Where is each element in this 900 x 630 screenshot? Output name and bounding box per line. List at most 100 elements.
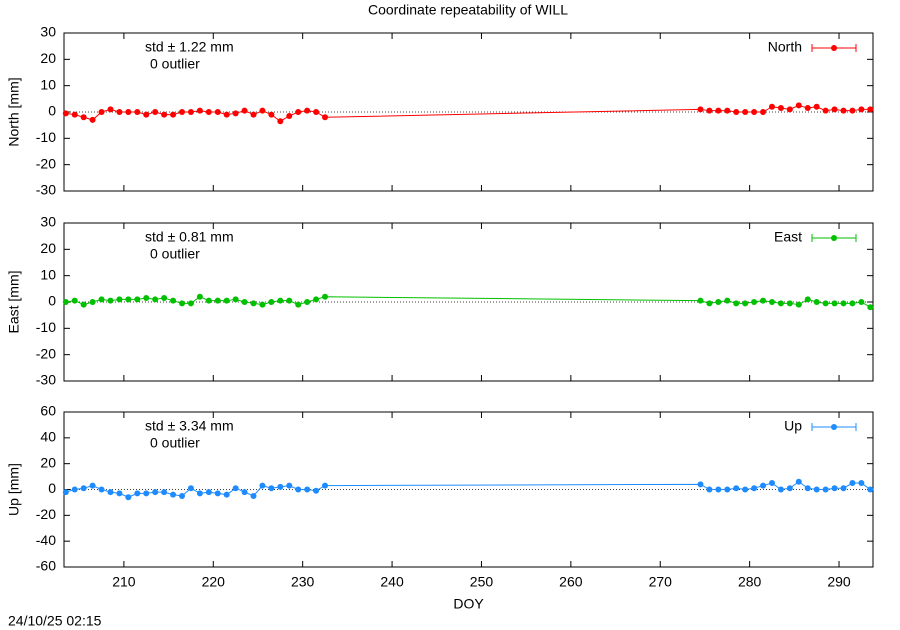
data-point (214, 490, 221, 497)
data-point (187, 109, 194, 115)
series-line (65, 481, 871, 498)
x-tick-label: 280 (738, 574, 762, 590)
data-point (295, 109, 302, 115)
data-point (178, 300, 185, 307)
y-tick-label: 20 (40, 454, 56, 470)
data-point (250, 111, 257, 118)
data-point (858, 106, 865, 113)
data-point (134, 490, 141, 497)
data-point (742, 300, 749, 307)
data-point (71, 111, 78, 118)
y-tick-label: -10 (36, 319, 56, 335)
data-point (286, 482, 293, 489)
data-point (205, 489, 212, 496)
data-point (259, 107, 266, 114)
series-line (65, 104, 871, 122)
y-tick-label: -20 (36, 155, 56, 171)
data-point (98, 486, 105, 493)
data-point (152, 489, 159, 496)
data-point (71, 486, 78, 493)
y-tick-label: -30 (36, 182, 56, 198)
y-axis-label: Up [mm] (6, 463, 22, 516)
data-point (715, 486, 722, 493)
data-point (768, 299, 775, 305)
data-point (89, 482, 96, 489)
data-point (804, 105, 811, 112)
data-point (697, 481, 704, 488)
data-point (259, 482, 266, 489)
data-point (268, 111, 275, 118)
y-tick-label: 40 (40, 429, 56, 445)
data-point (143, 111, 150, 118)
data-point (295, 486, 302, 493)
data-point (80, 485, 87, 492)
x-tick-label: 250 (470, 574, 494, 590)
data-point (80, 114, 87, 121)
annotation: 0 outlier (150, 56, 200, 72)
y-tick-label: 30 (40, 24, 56, 40)
data-point (116, 490, 123, 497)
data-point (768, 480, 775, 487)
data-point (62, 299, 69, 305)
data-point (768, 103, 775, 110)
data-point (250, 492, 257, 499)
data-point (733, 300, 740, 307)
data-point (170, 111, 177, 118)
annotation: 0 outlier (150, 246, 200, 262)
annotation: 0 outlier (150, 435, 200, 451)
data-point (205, 109, 212, 115)
data-point (223, 111, 230, 118)
data-point (724, 107, 731, 114)
data-point (313, 487, 320, 494)
x-tick-label: 230 (291, 574, 315, 590)
data-point (98, 109, 105, 115)
data-point (232, 110, 239, 117)
data-point (286, 297, 293, 304)
data-point (107, 489, 114, 496)
data-point (62, 110, 69, 117)
data-point (187, 300, 194, 307)
data-point (760, 297, 767, 304)
data-point (822, 486, 829, 493)
data-point (107, 297, 114, 304)
y-tick-label: -10 (36, 129, 56, 145)
data-point (786, 300, 793, 307)
data-point (170, 491, 177, 498)
data-point (786, 485, 793, 492)
data-point (178, 109, 185, 115)
data-point (706, 486, 713, 493)
y-tick-label: 0 (48, 293, 56, 309)
data-point (867, 304, 874, 311)
data-point (268, 299, 275, 305)
data-point (751, 109, 758, 115)
y-tick-label: -40 (36, 532, 56, 548)
data-point (706, 300, 713, 307)
data-point (822, 107, 829, 114)
data-point (187, 485, 194, 492)
y-axis-label: East [mm] (6, 270, 22, 333)
data-point (250, 300, 257, 307)
data-point (322, 482, 329, 489)
data-point (268, 485, 275, 492)
data-point (849, 480, 856, 487)
data-point (697, 106, 704, 113)
data-point (724, 297, 731, 304)
annotation: std ± 0.81 mm (145, 229, 234, 245)
y-tick-label: 30 (40, 214, 56, 230)
data-point (795, 301, 802, 308)
data-point (804, 296, 811, 303)
data-point (697, 297, 704, 304)
legend-dot (831, 424, 837, 430)
data-point (322, 293, 329, 300)
data-point (214, 109, 221, 115)
data-point (867, 106, 874, 113)
data-point (62, 489, 69, 496)
data-point (214, 297, 221, 304)
data-point (71, 297, 78, 304)
legend-label: Up (784, 418, 802, 434)
data-point (777, 300, 784, 307)
data-point (742, 109, 749, 115)
data-point (152, 296, 159, 303)
